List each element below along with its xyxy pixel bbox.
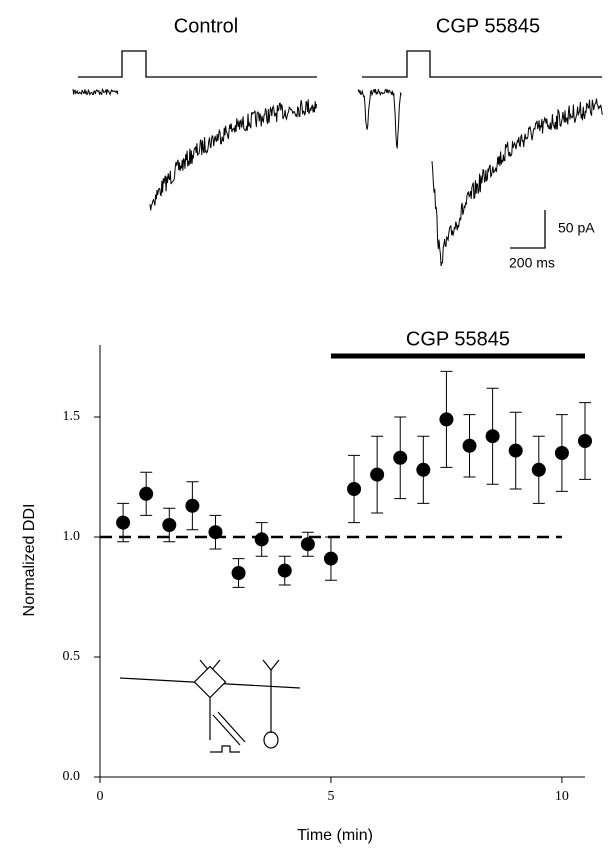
y-tick-label: 1.0 [63,529,81,544]
data-point [277,563,292,578]
data-point [208,525,223,540]
trace-label: CGP 55845 [436,15,540,37]
data-point [139,486,154,501]
stimulus [78,50,602,249]
treatment-label: CGP 55845 [406,328,510,350]
data-point [116,515,131,530]
x-tick-label: 0 [97,789,104,804]
data-point [462,438,477,453]
data-point [347,482,362,496]
data-point [508,443,523,458]
y-tick-label: 0.0 [63,769,81,784]
trace [431,98,604,267]
data-point [162,518,177,532]
data-point [323,551,338,566]
y-tick-label: 0.5 [63,649,81,664]
y-tick-label: 1.5 [63,409,81,424]
neuron-diagram [119,659,301,753]
x-axis-title: Time (min) [297,827,373,844]
scale-bar [510,210,546,249]
trace [149,99,318,211]
data-point [370,467,385,482]
data-point [485,429,500,444]
y-axis-title: Normalized DDI [21,504,38,617]
trace [72,87,119,96]
data-point [416,462,431,477]
data-point [439,412,454,427]
data-point [393,450,408,465]
data-point [254,532,269,547]
data-point [578,434,592,448]
data-point [231,566,246,580]
data-point [185,498,200,513]
data-point [554,446,569,460]
trace-label: Control [174,15,238,37]
x-tick-label: 10 [555,789,569,804]
trace [357,88,402,149]
scale-label: 50 pA [558,220,595,236]
axes: 0.0 0.5 1.0 1.5 0 5 10 CGP 55845 [63,328,592,804]
scale-label: 200 ms [509,255,555,271]
x-tick-label: 5 [327,789,334,804]
data-point [531,462,546,477]
data-point [300,537,315,552]
traces [72,87,604,267]
